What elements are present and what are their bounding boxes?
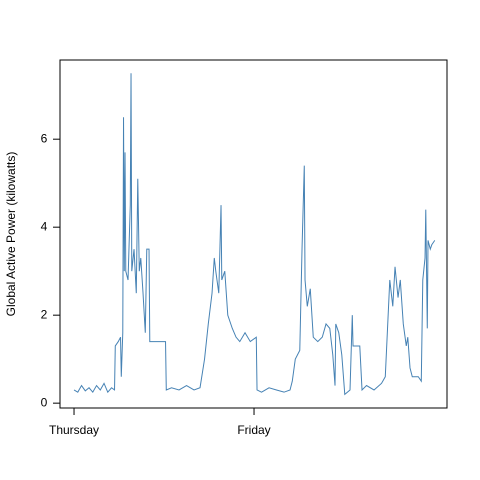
- x-tick-label: Thursday: [49, 423, 99, 437]
- y-tick-label: 0: [41, 395, 48, 409]
- x-tick-label: Friday: [237, 423, 270, 437]
- y-tick-label: 6: [41, 131, 48, 145]
- y-tick-label: 2: [41, 307, 48, 321]
- y-axis-label: Global Active Power (kilowatts): [4, 152, 18, 317]
- data-line: [73, 73, 436, 396]
- y-tick-label: 4: [41, 219, 48, 233]
